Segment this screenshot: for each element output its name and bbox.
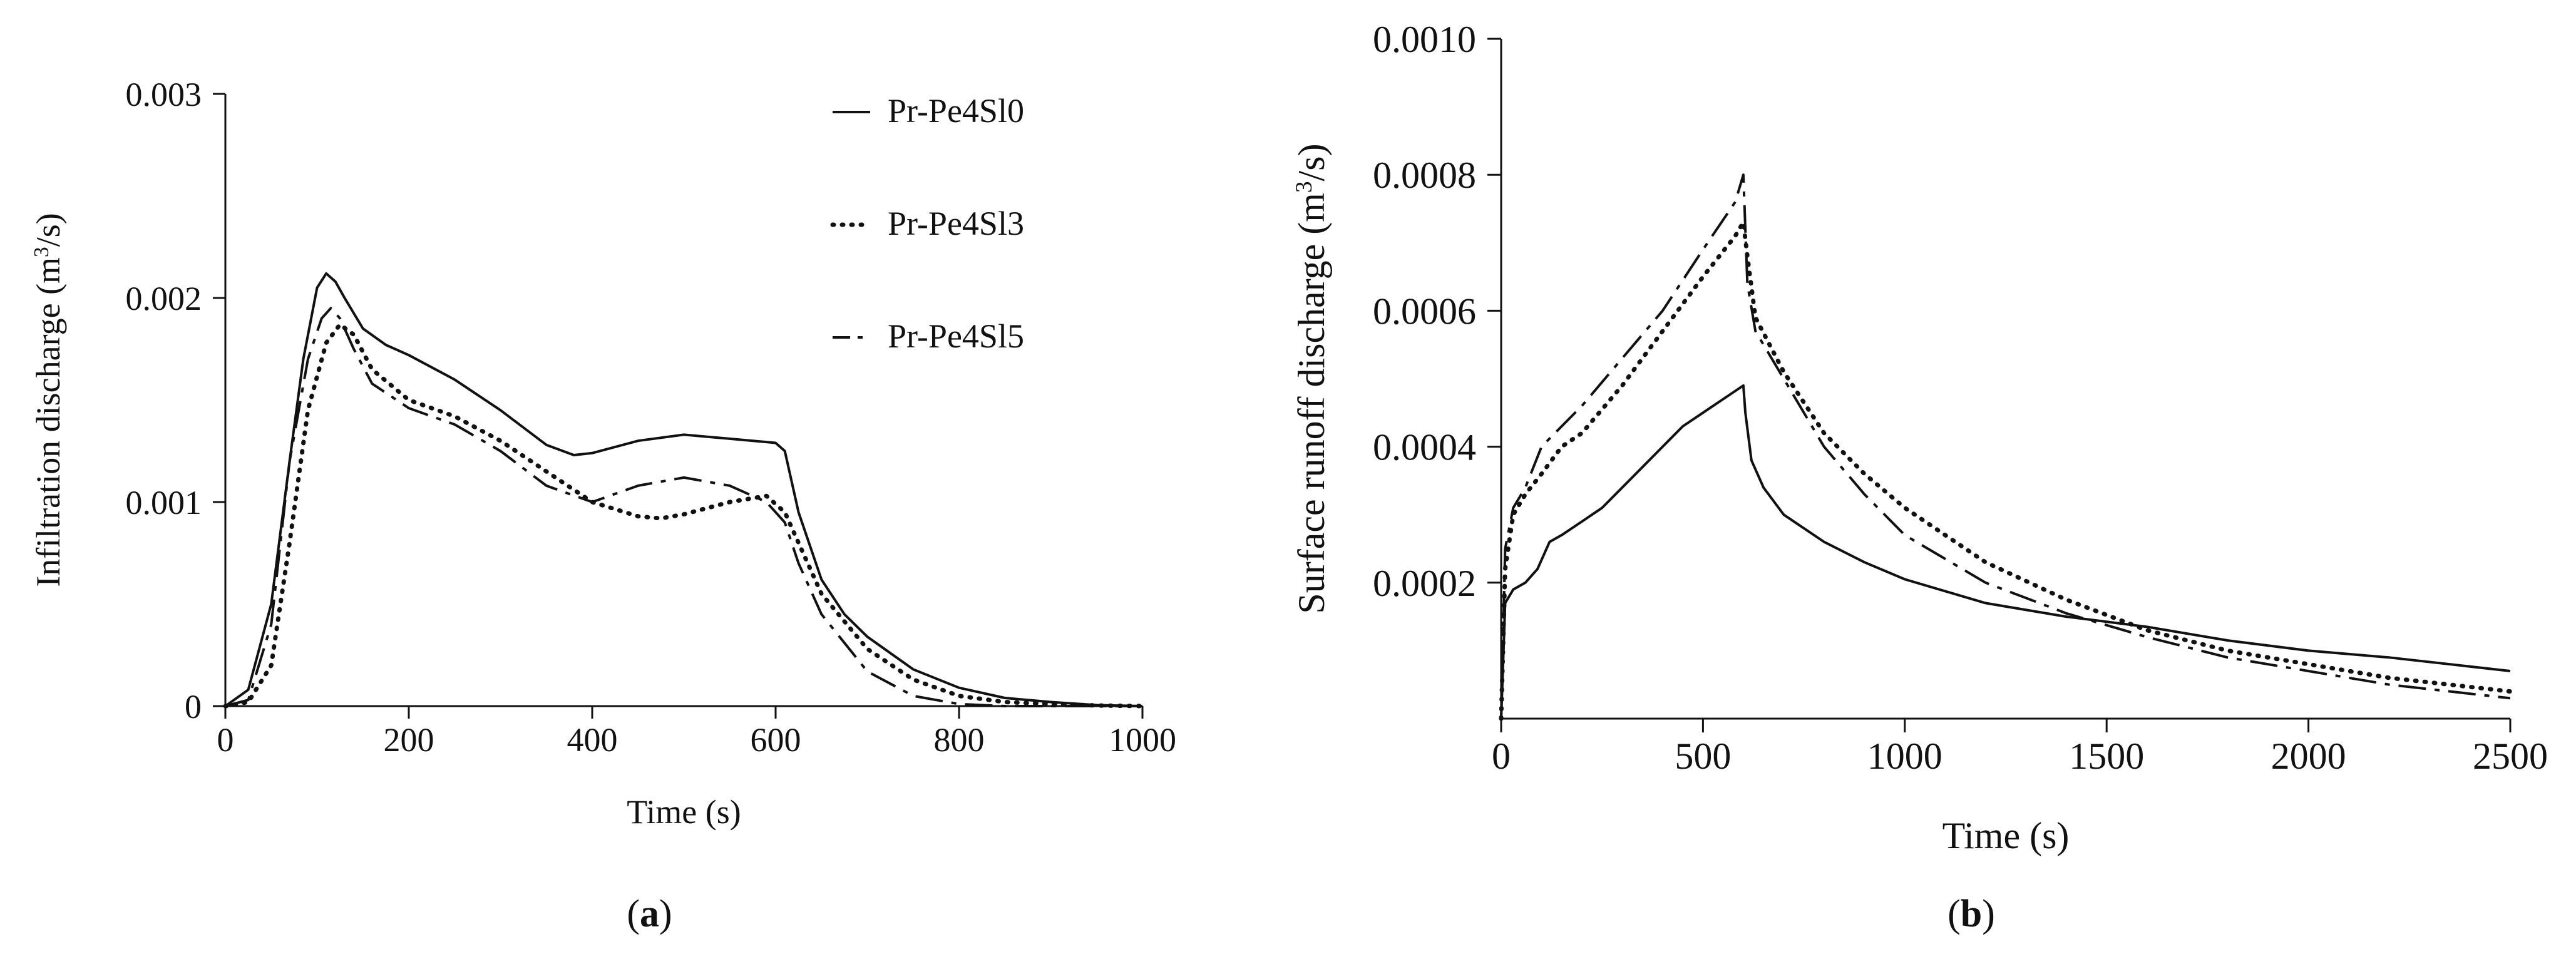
y-tick-label: 0.0006 [1373, 290, 1476, 332]
y-tick-label: 0.0010 [1373, 19, 1476, 60]
x-tick-label: 800 [934, 721, 985, 759]
legend-label-pr-pe4sl0: Pr-Pe4Sl0 [888, 92, 1024, 130]
chart-panel-b: 0 500 1000 1500 2000 2500 0.0002 0.0004 0.0006 0.… [1291, 19, 2548, 935]
y-axis-label-suffix: /s) [1291, 143, 1332, 181]
y-axis-label-superscript: 3 [30, 247, 53, 257]
y-tick-label: 0.0004 [1373, 427, 1476, 468]
y-tick-label: 0.002 [126, 280, 202, 317]
y-axis-label: Surface runoff discharge (m3/s) [1291, 143, 1332, 613]
series-line-pr-pe4sl3 [223, 322, 1145, 709]
x-tick-label: 200 [384, 721, 434, 759]
panel-label-letter: a [640, 893, 659, 935]
y-tick-label: 0.003 [126, 76, 202, 113]
panel-label: (b) [1947, 893, 1995, 935]
panel-label-open: ( [1947, 893, 1961, 935]
x-tick-label: 1000 [1109, 721, 1176, 759]
x-tick-label: 0 [1492, 736, 1511, 777]
y-tick-label: 0 [185, 688, 202, 726]
panel-label: (a) [627, 893, 672, 935]
y-tick-label: 0.001 [126, 484, 202, 521]
x-tick-label: 500 [1675, 736, 1731, 777]
x-tick-label: 2500 [2473, 736, 2548, 777]
chart-panel-a: 0 200 400 600 800 1000 0 0.001 0.002 0.003 Time (s… [29, 76, 1176, 935]
legend-label-pr-pe4sl3: Pr-Pe4Sl3 [888, 205, 1024, 242]
x-tick-label: 1500 [2069, 736, 2144, 777]
y-tick-label: 0.0008 [1373, 155, 1476, 196]
legend-label-pr-pe4sl5: Pr-Pe4Sl5 [888, 317, 1024, 355]
panel-label-open: ( [627, 893, 640, 935]
y-axis-label: Infiltration discharge (m3/s) [29, 213, 67, 587]
series-line-pr-pe4sl5 [1500, 173, 2511, 719]
series-line-pr-pe4sl0 [1500, 384, 2511, 719]
x-axis-label: Time (s) [627, 793, 741, 831]
x-tick-label: 0 [217, 721, 234, 759]
y-tick-label: 0.0002 [1373, 563, 1476, 604]
legend: Pr-Pe4Sl0 Pr-Pe4Sl3 Pr-Pe4Sl5 [830, 92, 1024, 355]
y-axis-label-prefix: Infiltration discharge (m [29, 257, 67, 587]
x-tick-label: 400 [567, 721, 618, 759]
series-line-pr-pe4sl0 [224, 272, 1143, 707]
x-axis-label: Time (s) [1942, 815, 2070, 856]
y-axis-label-superscript: 3 [1291, 181, 1317, 193]
x-tick-label: 1000 [1867, 736, 1942, 777]
y-axis-label-suffix: /s) [29, 213, 67, 247]
x-tick-label: 2000 [2271, 736, 2346, 777]
series-line-pr-pe4sl3 [1499, 220, 2513, 721]
y-axis-label-prefix: Surface runoff discharge (m [1291, 193, 1332, 614]
panel-label-close: ) [1982, 893, 1995, 935]
panel-label-letter: b [1961, 893, 1982, 935]
series-line-pr-pe4sl5 [225, 307, 1142, 707]
panel-label-close: ) [659, 893, 672, 935]
x-tick-label: 600 [751, 721, 801, 759]
